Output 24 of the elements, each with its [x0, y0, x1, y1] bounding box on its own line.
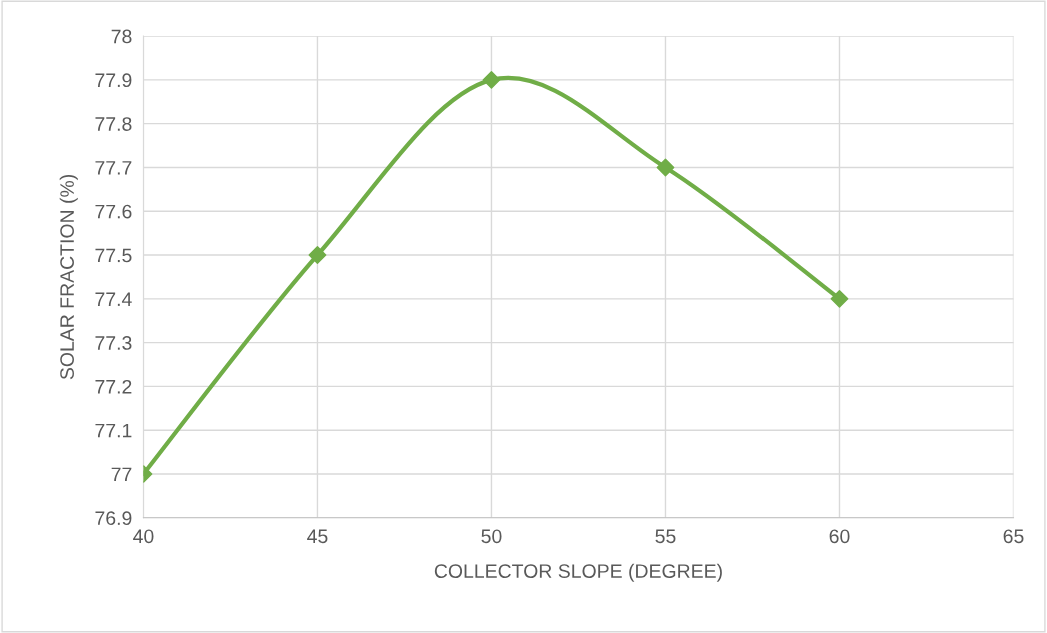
- x-tick-label: 45: [307, 529, 328, 544]
- y-tick-label: 78: [111, 29, 132, 44]
- x-tick-label: 65: [1003, 529, 1024, 544]
- point: [308, 246, 327, 264]
- y-tick-label: 77.4: [95, 292, 132, 306]
- y-tick-label: 77.9: [95, 73, 132, 88]
- x-tick-label: 55: [655, 529, 676, 544]
- x-tick-label: 60: [829, 529, 850, 544]
- y-tick-label: 77.5: [95, 248, 132, 263]
- y-tick-label: 76.9: [95, 511, 132, 526]
- y-tick-label: 77.1: [95, 423, 132, 438]
- y-tick-label: 77.2: [95, 379, 132, 394]
- x-axis-title: COLLECTOR SLOPE (DEGREE): [434, 563, 722, 582]
- x-tick-label: 40: [133, 529, 154, 544]
- point: [482, 70, 501, 89]
- y-tick-label: 77.7: [95, 161, 132, 175]
- y-tick-label: 77: [111, 467, 132, 482]
- y-axis-title: SOLAR FRACTION (%): [59, 174, 78, 380]
- point: [830, 289, 849, 308]
- y-tick-label: 77.6: [95, 204, 132, 219]
- y-tick-label: 77.3: [95, 336, 132, 350]
- point: [656, 158, 675, 177]
- y-tick-label: 77.8: [95, 117, 132, 131]
- x-tick-label: 50: [481, 529, 502, 544]
